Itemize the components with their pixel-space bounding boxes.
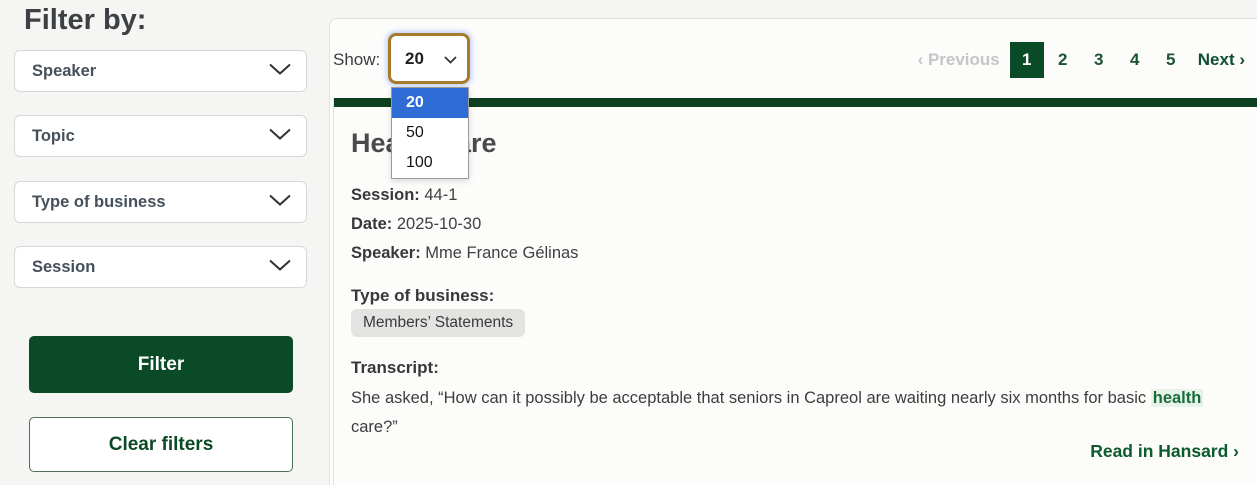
filter-by-heading: Filter by:: [24, 4, 147, 36]
filter-dropdown-label: Speaker: [32, 61, 97, 80]
filter-dropdown-type-of-business[interactable]: Type of business: [14, 181, 307, 223]
filter-dropdown-label: Session: [32, 257, 96, 276]
meta-label: Date:: [351, 215, 393, 233]
filter-dropdown-label: Type of business: [32, 192, 166, 211]
page-size-option-100[interactable]: 100: [406, 154, 433, 171]
chevron-down-icon: [269, 258, 291, 276]
pagination-next[interactable]: Next ›: [1197, 50, 1245, 69]
meta-value: Mme France Gélinas: [420, 244, 579, 262]
filter-dropdown-speaker[interactable]: Speaker: [14, 50, 307, 92]
transcript-text: She asked, “How can it possibly be accep…: [351, 384, 1239, 442]
show-label: Show:: [333, 50, 381, 69]
transcript-label: Transcript:: [351, 358, 439, 377]
read-in-hansard-link[interactable]: Read in Hansard ›: [1090, 441, 1239, 461]
meta-value: 2025-10-30: [392, 215, 482, 233]
filter-button[interactable]: Filter: [29, 336, 293, 393]
transcript-search-highlight: health: [1150, 389, 1204, 407]
pagination-page-4[interactable]: 4: [1130, 50, 1140, 69]
result-card: Health care Session: 44-1 Date: 2025-10-…: [333, 98, 1257, 485]
meta-label: Speaker:: [351, 244, 421, 262]
clear-filters-button[interactable]: Clear filters: [29, 417, 293, 472]
pagination-page-1[interactable]: 1: [1009, 42, 1044, 78]
page-size-select[interactable]: 20: [388, 33, 470, 84]
pagination-page-5[interactable]: 5: [1166, 50, 1176, 69]
page-size-selected-value: 20: [405, 48, 424, 68]
filter-dropdown-session[interactable]: Session: [14, 246, 307, 288]
filter-dropdown-label: Topic: [32, 126, 75, 145]
pagination-previous[interactable]: ‹ Previous: [917, 50, 1000, 69]
pagination-page-2[interactable]: 2: [1058, 50, 1068, 69]
page-size-option-20[interactable]: 20: [392, 88, 468, 118]
meta-row-speaker: Speaker: Mme France Gélinas: [351, 239, 578, 268]
chevron-down-icon: [269, 127, 291, 145]
meta-label: Session:: [351, 186, 420, 204]
meta-row-session: Session: 44-1: [351, 181, 578, 210]
filter-dropdown-topic[interactable]: Topic: [14, 115, 307, 157]
pagination-pages: 1 2 3 4 5: [1009, 42, 1188, 78]
chevron-down-icon: [269, 193, 291, 211]
filter-sidebar: Filter by: Speaker Topic Type of busines…: [0, 0, 320, 485]
meta-value: 44-1: [419, 186, 458, 204]
transcript-before: She asked, “How can it possibly be accep…: [351, 389, 1151, 407]
meta-row-date: Date: 2025-10-30: [351, 210, 578, 239]
type-of-business-badge: Members’ Statements: [351, 309, 526, 337]
pagination-page-3[interactable]: 3: [1094, 50, 1104, 69]
chevron-down-icon: [444, 49, 457, 69]
transcript-after: care?”: [351, 418, 398, 436]
page-size-dropdown-menu: 20 50 100: [391, 87, 469, 179]
result-meta: Session: 44-1 Date: 2025-10-30 Speaker: …: [351, 181, 578, 268]
pagination: ‹ Previous 1 2 3 4 5 Next ›: [918, 41, 1245, 79]
type-of-business-label: Type of business:: [351, 286, 495, 305]
chevron-down-icon: [269, 62, 291, 80]
card-top-accent-bar: [334, 98, 1257, 107]
page-size-option-50[interactable]: 50: [406, 124, 424, 141]
